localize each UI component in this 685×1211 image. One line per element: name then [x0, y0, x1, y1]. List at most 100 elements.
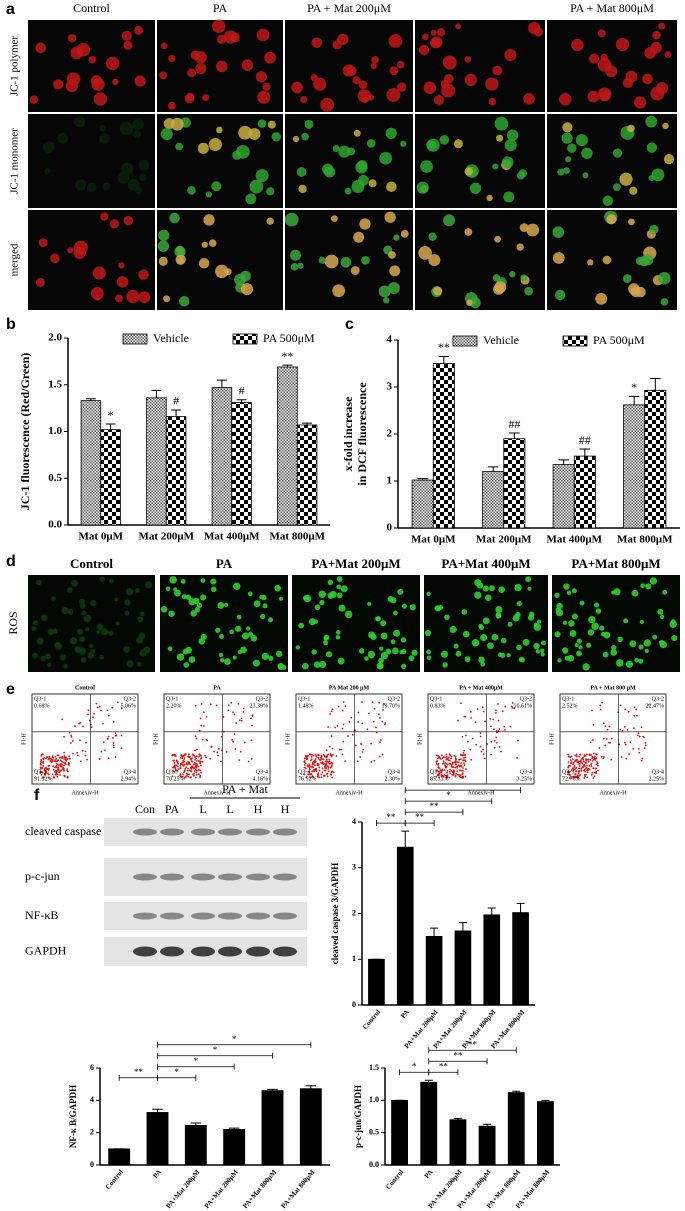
event — [509, 725, 512, 728]
cell — [439, 135, 450, 145]
cell — [158, 256, 168, 266]
cell — [302, 595, 309, 601]
event — [479, 735, 482, 738]
event — [64, 757, 67, 760]
event — [368, 712, 370, 715]
cell — [188, 656, 196, 663]
event — [624, 743, 627, 746]
band — [133, 828, 157, 836]
event — [436, 757, 439, 760]
event — [595, 770, 598, 773]
cell — [623, 618, 629, 624]
event — [187, 775, 190, 778]
cell — [318, 660, 327, 669]
event — [383, 703, 385, 705]
cell — [358, 175, 369, 186]
event — [470, 758, 473, 761]
cell — [99, 576, 105, 582]
event — [599, 708, 602, 711]
quadrant-percent: 91.32% — [34, 776, 53, 782]
event — [120, 707, 123, 710]
cell — [137, 616, 144, 623]
cell — [611, 644, 617, 651]
cell — [466, 299, 473, 306]
event — [314, 758, 317, 761]
cell — [68, 34, 77, 43]
cell — [393, 629, 401, 637]
event — [437, 762, 440, 765]
error-bar — [628, 395, 640, 405]
event — [644, 744, 647, 747]
event — [462, 751, 465, 754]
event — [462, 767, 464, 769]
event — [498, 728, 501, 730]
cell — [181, 594, 187, 600]
cell — [520, 274, 528, 282]
event — [446, 775, 448, 778]
event — [120, 747, 123, 750]
x-tick-label: Control — [384, 1168, 405, 1191]
event — [78, 722, 80, 725]
event — [620, 756, 623, 758]
event — [250, 739, 253, 742]
event — [482, 753, 485, 755]
event — [309, 776, 312, 779]
event — [112, 744, 115, 746]
cell — [400, 140, 407, 147]
event — [310, 765, 313, 768]
cell — [93, 92, 108, 106]
event — [304, 762, 307, 765]
cell — [205, 191, 212, 198]
event — [187, 753, 190, 756]
event — [585, 753, 588, 756]
event — [63, 735, 66, 738]
cell — [67, 247, 74, 254]
event — [64, 763, 67, 766]
cell — [203, 214, 215, 226]
cell — [40, 655, 46, 662]
bracket-label: ** — [386, 812, 396, 822]
quadrant-name: Q3-3 — [562, 769, 574, 775]
event — [459, 769, 461, 772]
bar — [420, 1081, 438, 1166]
event — [592, 739, 594, 741]
event — [337, 705, 340, 708]
cell — [290, 263, 299, 271]
quadrant-name: Q3-3 — [430, 769, 442, 775]
legend-swatch — [452, 335, 478, 347]
cell — [411, 649, 418, 656]
event — [471, 737, 474, 740]
cell — [71, 579, 79, 587]
event — [112, 742, 115, 744]
event — [199, 775, 201, 778]
cell — [453, 139, 463, 149]
event — [188, 769, 191, 772]
event — [189, 755, 191, 758]
cell — [523, 93, 535, 105]
event — [55, 772, 58, 775]
cell — [464, 656, 471, 663]
x-tick-label: Mat 800μM — [617, 534, 673, 546]
event — [55, 762, 58, 765]
event — [45, 757, 48, 760]
cell — [535, 649, 540, 654]
cell — [430, 29, 437, 36]
event — [328, 760, 331, 763]
band — [160, 946, 184, 957]
bar — [211, 387, 233, 526]
cell — [401, 663, 407, 669]
event — [251, 724, 253, 727]
event — [112, 746, 115, 749]
bar — [368, 958, 385, 1006]
event — [317, 757, 320, 760]
cell — [639, 619, 644, 625]
event — [318, 776, 320, 779]
event — [61, 755, 64, 758]
event — [448, 770, 451, 773]
event — [111, 706, 114, 709]
quadrant-percent: 1.48% — [298, 703, 314, 709]
cell — [408, 655, 415, 662]
significance: ** — [438, 340, 450, 354]
y-axis-label: FI-H — [21, 733, 27, 745]
event — [61, 718, 64, 721]
